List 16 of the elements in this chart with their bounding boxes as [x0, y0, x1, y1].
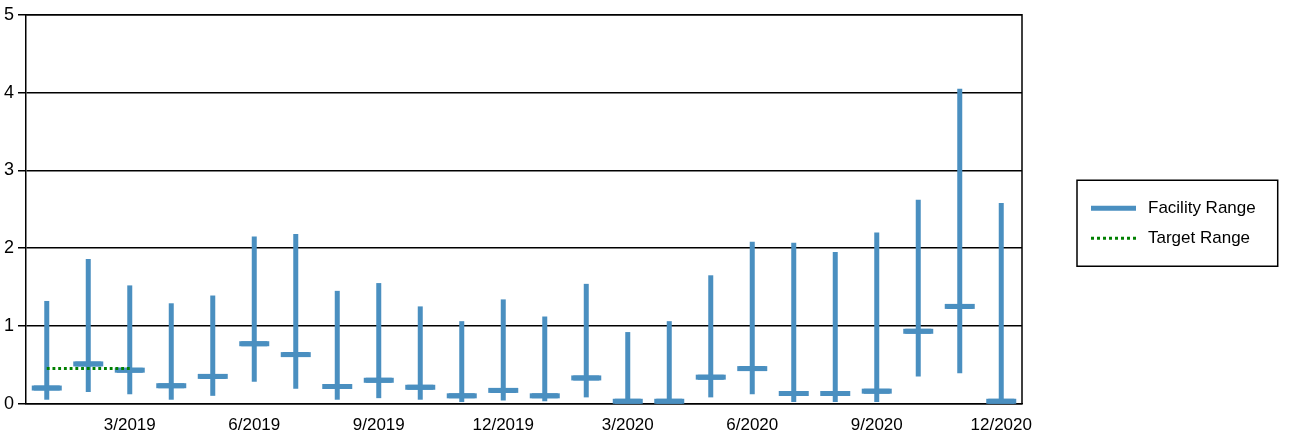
x-tick-label: 3/2019	[103, 415, 156, 435]
x-tick-label: 9/2020	[850, 415, 903, 435]
y-tick-label: 4	[4, 81, 15, 102]
x-tick-label: 6/2019	[228, 415, 281, 435]
legend-label: Target Range	[1148, 227, 1251, 247]
y-tick-label: 1	[4, 314, 15, 335]
y-tick-label: 2	[4, 237, 15, 258]
y-tick-label: 3	[4, 159, 15, 180]
y-tick-label: 0	[4, 392, 15, 413]
y-tick-label: 5	[4, 3, 15, 24]
x-tick-label: 3/2020	[601, 415, 654, 435]
x-tick-label: 12/2020	[970, 415, 1032, 435]
x-tick-label: 12/2019	[472, 415, 534, 435]
legend-label: Facility Range	[1148, 197, 1256, 217]
x-tick-label: 6/2020	[726, 415, 779, 435]
x-tick-label: 9/2019	[352, 415, 405, 435]
